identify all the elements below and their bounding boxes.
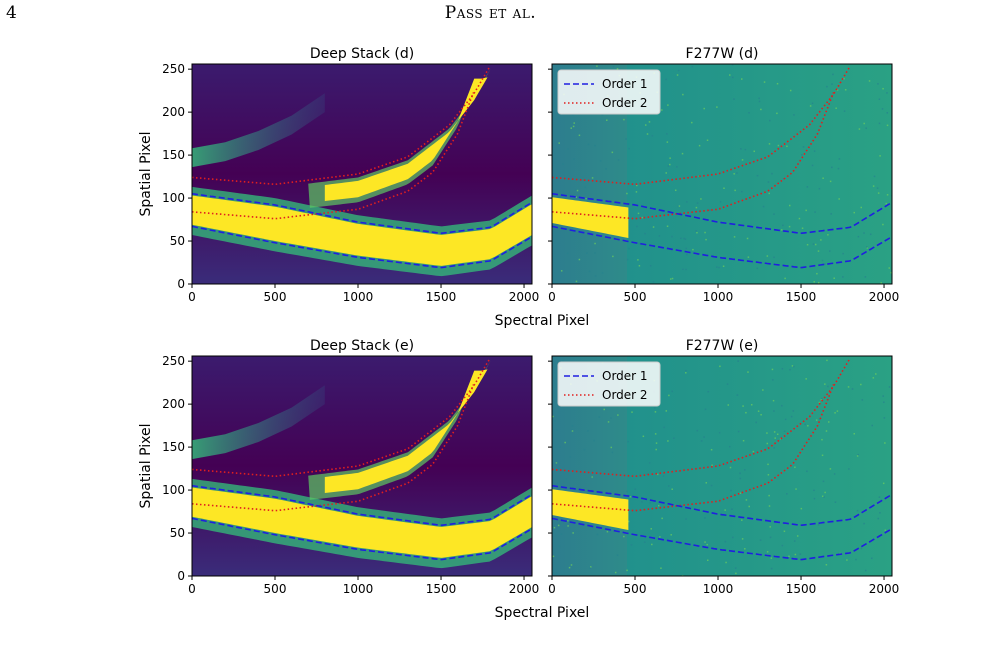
y-tick-label: 250 [162, 62, 185, 76]
x-tick-label: 1500 [426, 290, 457, 304]
legend: Order 1 Order 2 [557, 361, 661, 407]
y-axis-label: Spatial Pixel [138, 131, 154, 216]
x-tick-label: 2000 [869, 582, 900, 596]
legend-label: Order 1 [602, 77, 648, 91]
order2-lower-line [192, 384, 475, 512]
order2-upper-line [552, 358, 851, 478]
order1-upper-line [552, 193, 892, 235]
x-tick-label: 1500 [426, 582, 457, 596]
y-tick-label: 150 [162, 440, 185, 454]
x-tick-label: 1000 [703, 582, 734, 596]
panel-image [192, 356, 532, 576]
x-tick-label: 1500 [786, 290, 817, 304]
order1-trace [192, 487, 532, 558]
x-tick-label: 2000 [869, 290, 900, 304]
x-tick-label: 0 [548, 582, 556, 596]
legend: Order 1 Order 2 [557, 69, 661, 115]
axes-frame [551, 63, 893, 285]
order1-upper-line [192, 193, 532, 235]
x-tick-label: 500 [264, 290, 287, 304]
order2-upper-line [192, 66, 491, 186]
running-head: Pass et al. [444, 3, 537, 23]
axes-frame [191, 355, 533, 577]
x-axis-label: Spectral Pixel [495, 313, 590, 329]
order2-upper-line [192, 358, 491, 478]
y-tick-label: 100 [162, 191, 185, 205]
y-tick-label: 100 [162, 483, 185, 497]
x-tick-label: 1000 [343, 290, 374, 304]
x-tick-label: 2000 [509, 290, 540, 304]
order1-lower-line [192, 517, 532, 561]
order2-lower-line [552, 384, 835, 512]
y-tick-label: 250 [162, 354, 185, 368]
x-tick-label: 500 [264, 582, 287, 596]
panel-b: F277W (d) 0 500 1000 1500 2000 Order 1 Order 2 [548, 46, 899, 304]
x-axis-label: Spectral Pixel [495, 605, 590, 621]
x-tick-label: 1000 [343, 582, 374, 596]
x-tick-label: 1500 [786, 582, 817, 596]
order2-trace [324, 77, 488, 201]
panel-a: Deep Stack (d) 0 500 1000 1500 2000 0 50 100 150 2… [162, 46, 539, 304]
panel-c: Deep Stack (e) 0 500 1000 1500 2000 0 50 100 150 2… [162, 338, 539, 596]
order1-upper-line [192, 485, 532, 527]
y-tick-label: 200 [162, 397, 185, 411]
order2-trace [324, 369, 488, 493]
order3-trace [192, 93, 325, 168]
panel-title: F277W (e) [686, 338, 759, 354]
legend-label: Order 2 [602, 388, 648, 402]
order1-lower-line [552, 517, 892, 561]
order1-trace [552, 197, 629, 239]
y-axis-label: Spatial Pixel [138, 423, 154, 508]
x-tick-label: 0 [188, 290, 196, 304]
order1-trace [552, 489, 629, 531]
panel-title: Deep Stack (d) [310, 46, 414, 62]
legend-label: Order 1 [602, 369, 648, 383]
legend-label: Order 2 [602, 96, 648, 110]
order1-lower-line [552, 225, 892, 269]
y-tick-label: 0 [177, 277, 185, 291]
order1-trace [192, 195, 532, 266]
order3-trace [192, 385, 325, 460]
y-tick-label: 200 [162, 105, 185, 119]
panel-title: F277W (d) [686, 46, 759, 62]
x-tick-label: 500 [624, 582, 647, 596]
y-tick-label: 50 [170, 234, 185, 248]
page-number: 4 [6, 3, 17, 23]
y-tick-label: 150 [162, 148, 185, 162]
order2-upper-line [552, 66, 851, 186]
x-tick-label: 0 [548, 290, 556, 304]
panel-d: F277W (e) 0 500 1000 1500 2000 Order 1 Order 2 [548, 338, 899, 596]
panel-title: Deep Stack (e) [310, 338, 414, 354]
order2-lower-line [192, 92, 475, 220]
order1-lower-line [192, 225, 532, 269]
x-tick-label: 2000 [509, 582, 540, 596]
x-tick-label: 0 [188, 582, 196, 596]
x-tick-label: 1000 [703, 290, 734, 304]
order2-lower-line [552, 92, 835, 220]
panel-image [192, 64, 532, 284]
order1-upper-line [552, 485, 892, 527]
x-tick-label: 500 [624, 290, 647, 304]
y-tick-label: 0 [177, 569, 185, 583]
axes-frame [191, 63, 533, 285]
y-tick-label: 50 [170, 526, 185, 540]
axes-frame [551, 355, 893, 577]
